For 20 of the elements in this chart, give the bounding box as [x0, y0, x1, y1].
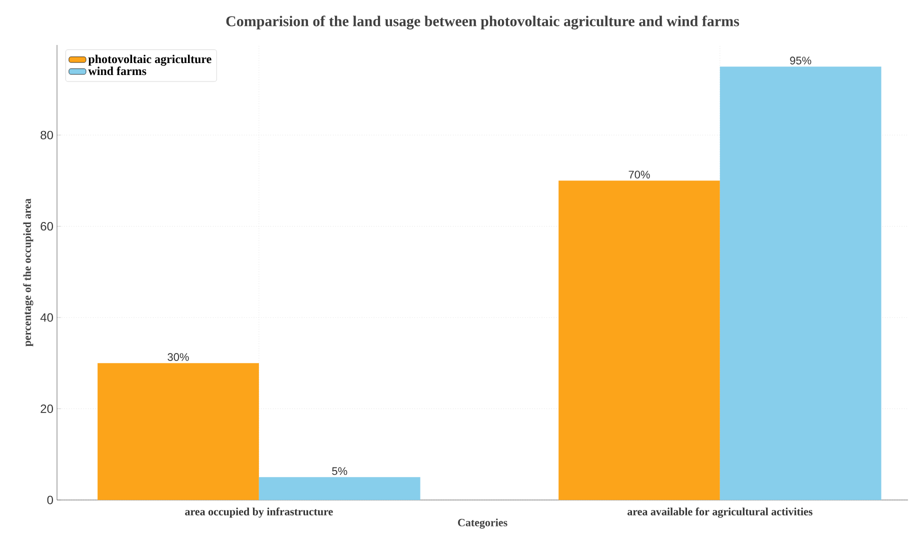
y-tick-label: 40 — [40, 313, 54, 322]
y-axis-title: percentage of the occupied area — [23, 198, 34, 346]
y-tick-label: 0 — [47, 496, 54, 504]
bar — [558, 180, 720, 500]
data-label: 5% — [332, 467, 348, 475]
legend-label: wind farms — [88, 66, 146, 76]
y-tick-label: 60 — [40, 222, 54, 231]
y-tick-label: 20 — [40, 404, 54, 413]
legend-label: photovoltaic agriculture — [88, 54, 212, 66]
x-tick-label: area available for agricultural activities — [628, 508, 812, 518]
bar — [258, 477, 420, 500]
bar — [98, 363, 259, 500]
bar — [720, 66, 882, 500]
data-label: 95% — [790, 56, 812, 64]
x-tick-label: area occupied by infrastructure — [185, 508, 333, 518]
y-tick-label: 80 — [40, 130, 54, 140]
chart-title: Comparision of the land usage between photovoltaic agriculture and wind farms — [226, 16, 740, 30]
data-label: 30% — [168, 353, 189, 361]
data-label: 70% — [628, 170, 650, 178]
x-axis-title: Categories — [458, 518, 508, 529]
